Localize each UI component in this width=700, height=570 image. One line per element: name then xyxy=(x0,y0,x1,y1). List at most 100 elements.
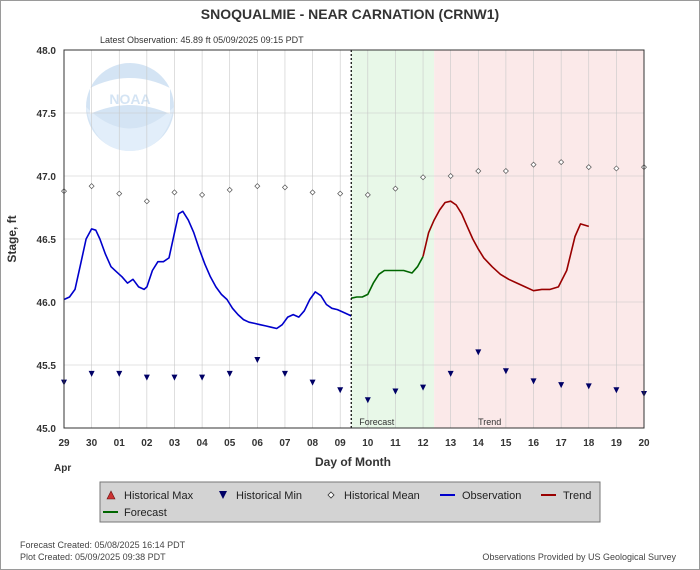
historical-min-marker xyxy=(392,388,399,395)
forecast-region-label: Forecast xyxy=(359,417,395,427)
chart-title: SNOQUALMIE - NEAR CARNATION (CRNW1) xyxy=(201,6,499,22)
legend: Historical Max Historical Min Historical… xyxy=(99,481,601,523)
x-tick-label: 13 xyxy=(445,438,457,449)
legend-item-trend: Trend xyxy=(541,490,591,502)
historical-mean-marker xyxy=(199,191,206,198)
plot-border xyxy=(63,49,645,429)
trend-region-label: Trend xyxy=(478,417,501,427)
y-axis-label: Stage, ft xyxy=(5,215,19,262)
legend-item-historical-mean: Historical Mean xyxy=(327,490,420,502)
legend-item-forecast: Forecast xyxy=(103,507,167,519)
x-tick-label: 05 xyxy=(224,438,236,449)
historical-mean-marker xyxy=(226,186,233,193)
legend-box xyxy=(99,481,601,523)
historical-mean-marker xyxy=(254,183,261,190)
historical-mean-marker xyxy=(585,164,592,171)
noaa-logo: NOAA xyxy=(86,63,174,151)
historical-mean-marker xyxy=(364,191,371,198)
x-tick-labels: 29 30 01 02 03 04 05 06 07 08 09 10 11 12 13 14 15 16 17 18… xyxy=(58,438,650,449)
historical-min-marker xyxy=(171,374,178,381)
historical-min-marker xyxy=(530,378,537,385)
x-tick-label: 20 xyxy=(638,438,650,449)
historical-mean-marker xyxy=(143,198,150,205)
x-tick-label: 11 xyxy=(390,438,401,449)
x-tick-label: 16 xyxy=(528,438,540,449)
y-tick-label: 47.5 xyxy=(37,109,57,120)
x-tick-label: 18 xyxy=(583,438,595,449)
forecast-series-line xyxy=(351,256,424,299)
legend-label: Forecast xyxy=(124,507,167,519)
historical-min-icon xyxy=(219,491,227,499)
historical-min-marker xyxy=(447,370,454,377)
historical-min-marker xyxy=(613,387,620,394)
x-tick-label: 08 xyxy=(307,438,319,449)
historical-mean-marker xyxy=(392,185,399,192)
series-lines xyxy=(63,200,590,330)
x-tick-label: 12 xyxy=(417,438,429,449)
historical-min-marker xyxy=(502,368,509,375)
historical-min-marker xyxy=(558,382,565,389)
x-tick-label: 06 xyxy=(252,438,264,449)
month-label: Apr xyxy=(54,463,71,474)
historical-mean-marker xyxy=(171,189,178,196)
historical-min-marker xyxy=(420,384,427,391)
historical-min-marker xyxy=(199,374,206,381)
x-tick-label: 19 xyxy=(611,438,623,449)
historical-mean-marker xyxy=(88,183,95,190)
historical-min-marker xyxy=(143,374,150,381)
historical-min-marker xyxy=(116,370,123,377)
historical-mean-marker xyxy=(502,167,509,174)
y-tick-label: 47.0 xyxy=(37,172,57,183)
legend-label: Observation xyxy=(462,490,521,502)
x-tick-label: 10 xyxy=(362,438,374,449)
legend-label: Historical Min xyxy=(236,490,302,502)
x-axis-label: Day of Month xyxy=(315,455,391,469)
historical-mean-marker xyxy=(558,159,565,166)
legend-label: Historical Max xyxy=(124,490,194,502)
historical-min-marker xyxy=(585,383,592,390)
x-tick-label: 09 xyxy=(335,438,347,449)
historical-markers xyxy=(61,159,647,404)
x-tick-label: 15 xyxy=(500,438,512,449)
y-tick-labels: 45.0 45.5 46.0 46.5 47.0 47.5 48.0 xyxy=(37,46,57,435)
x-tick-label: 02 xyxy=(141,438,153,449)
historical-mean-marker xyxy=(530,161,537,168)
x-tick-label: 03 xyxy=(169,438,181,449)
legend-label: Historical Mean xyxy=(344,490,420,502)
latest-observation: Latest Observation: 45.89 ft 05/09/2025 … xyxy=(100,35,304,45)
historical-min-marker xyxy=(475,349,482,356)
historical-mean-marker xyxy=(447,173,454,179)
historical-mean-marker xyxy=(475,167,482,174)
x-tick-label: 17 xyxy=(556,438,568,449)
x-tick-label: 30 xyxy=(86,438,98,449)
legend-item-historical-max: Historical Max xyxy=(106,490,194,502)
historical-mean-marker xyxy=(281,184,288,191)
historical-mean-marker xyxy=(613,165,620,172)
historical-min-marker xyxy=(226,370,233,377)
historical-min-marker xyxy=(337,387,344,394)
y-tick-label: 45.0 xyxy=(37,424,57,435)
x-tick-label: 07 xyxy=(279,438,291,449)
historical-mean-marker xyxy=(420,174,427,181)
historical-mean-marker xyxy=(337,190,344,197)
noaa-logo-text: NOAA xyxy=(109,91,150,107)
historical-min-marker xyxy=(254,356,261,363)
legend-item-historical-min: Historical Min xyxy=(219,490,302,502)
forecast-created: Forecast Created: 05/08/2025 16:14 PDT xyxy=(20,540,186,550)
plot-created: Plot Created: 05/09/2025 09:38 PDT xyxy=(20,552,166,562)
y-tick-label: 48.0 xyxy=(37,46,57,57)
legend-item-observation: Observation xyxy=(440,490,521,502)
x-tick-label: 14 xyxy=(473,438,485,449)
historical-min-marker xyxy=(281,370,288,377)
trend-series-line xyxy=(422,200,590,292)
historical-mean-marker xyxy=(309,189,316,196)
historical-mean-icon xyxy=(327,491,335,499)
data-provider-credit: Observations Provided by US Geological S… xyxy=(482,552,676,562)
historical-max-icon xyxy=(106,490,116,500)
x-tick-label: 29 xyxy=(58,438,70,449)
y-tick-label: 46.5 xyxy=(37,235,57,246)
observation-series-line xyxy=(63,210,352,330)
legend-label: Trend xyxy=(563,490,591,502)
y-tick-label: 45.5 xyxy=(37,361,57,372)
historical-mean-marker xyxy=(116,190,123,197)
